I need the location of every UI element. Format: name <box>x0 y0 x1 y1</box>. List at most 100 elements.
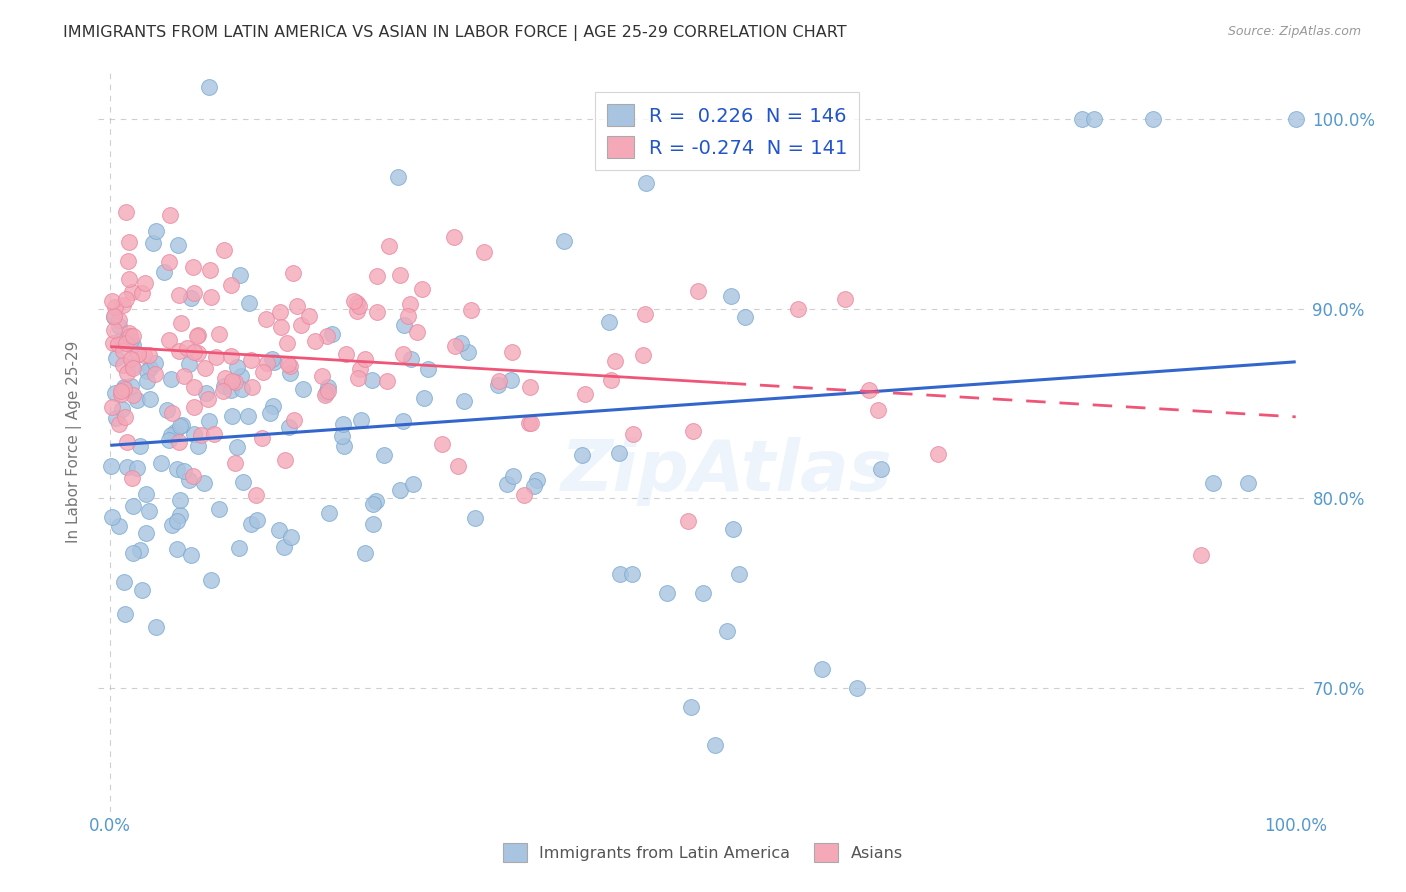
Point <box>1189 549 1212 563</box>
Point <box>519 380 541 394</box>
Point <box>104 300 127 314</box>
Point <box>138 392 160 406</box>
Point <box>366 305 388 319</box>
Text: IMMIGRANTS FROM LATIN AMERICA VS ASIAN IN LABOR FORCE | AGE 25-29 CORRELATION CH: IMMIGRANTS FROM LATIN AMERICA VS ASIAN I… <box>63 25 846 41</box>
Point <box>112 343 135 358</box>
Point <box>120 334 142 348</box>
Point <box>391 347 413 361</box>
Point <box>350 413 373 427</box>
Point <box>846 681 869 696</box>
Point <box>703 739 725 753</box>
Point <box>727 567 749 582</box>
Point <box>110 384 132 399</box>
Point <box>142 235 165 250</box>
Point <box>681 700 703 714</box>
Point <box>399 352 422 367</box>
Point <box>160 406 183 420</box>
Point <box>121 388 143 402</box>
Point <box>571 448 593 462</box>
Point <box>686 285 709 299</box>
Point <box>112 575 135 590</box>
Point <box>620 567 643 582</box>
Point <box>112 298 135 312</box>
Point <box>221 383 243 397</box>
Point <box>183 344 205 359</box>
Point <box>112 358 135 372</box>
Point <box>332 428 354 442</box>
Point <box>115 292 138 306</box>
Point <box>143 368 166 382</box>
Point <box>177 358 200 372</box>
Point <box>103 310 125 324</box>
Point <box>676 514 699 528</box>
Point <box>278 367 301 381</box>
Point <box>114 336 136 351</box>
Point <box>117 366 139 380</box>
Point <box>406 325 429 339</box>
Point <box>183 285 205 300</box>
Point <box>858 383 880 397</box>
Point <box>105 411 128 425</box>
Point <box>163 425 186 439</box>
Point <box>238 296 260 310</box>
Point <box>502 469 524 483</box>
Point <box>1237 476 1260 491</box>
Point <box>100 458 122 473</box>
Point <box>486 378 509 392</box>
Point <box>198 414 221 428</box>
Point <box>347 371 370 385</box>
Point <box>1202 476 1225 491</box>
Point <box>207 502 229 516</box>
Point <box>277 357 299 371</box>
Point <box>1083 112 1105 126</box>
Point <box>270 320 292 334</box>
Point <box>411 282 433 296</box>
Point <box>472 245 495 260</box>
Point <box>212 379 235 393</box>
Point <box>364 494 387 508</box>
Point <box>125 393 148 408</box>
Point <box>143 356 166 370</box>
Point <box>107 337 129 351</box>
Point <box>221 374 243 388</box>
Point <box>315 329 337 343</box>
Point <box>609 567 631 582</box>
Point <box>396 309 419 323</box>
Point <box>634 307 657 321</box>
Point <box>135 526 157 541</box>
Point <box>347 299 370 313</box>
Point <box>333 439 356 453</box>
Point <box>810 662 832 676</box>
Point <box>198 80 221 95</box>
Point <box>194 360 217 375</box>
Point <box>183 427 205 442</box>
Point <box>311 369 333 384</box>
Point <box>101 335 124 350</box>
Point <box>488 374 510 388</box>
Point <box>682 424 704 438</box>
Point <box>447 458 470 473</box>
Legend: R =  0.226  N = 146, R = -0.274  N = 141: R = 0.226 N = 146, R = -0.274 N = 141 <box>595 92 859 170</box>
Point <box>366 268 388 283</box>
Point <box>332 417 354 431</box>
Point <box>318 380 340 394</box>
Point <box>120 379 142 393</box>
Point <box>118 272 141 286</box>
Y-axis label: In Labor Force | Age 25-29: In Labor Force | Age 25-29 <box>66 341 83 542</box>
Point <box>129 439 152 453</box>
Point <box>160 371 183 385</box>
Point <box>103 323 125 337</box>
Point <box>181 260 204 274</box>
Point <box>167 344 190 359</box>
Point <box>343 293 366 308</box>
Point <box>335 347 357 361</box>
Point <box>173 464 195 478</box>
Point <box>239 517 262 532</box>
Point <box>720 289 742 303</box>
Point <box>361 373 384 387</box>
Point <box>224 375 246 389</box>
Point <box>574 387 596 401</box>
Point <box>107 417 129 432</box>
Point <box>214 371 236 385</box>
Point <box>292 382 315 396</box>
